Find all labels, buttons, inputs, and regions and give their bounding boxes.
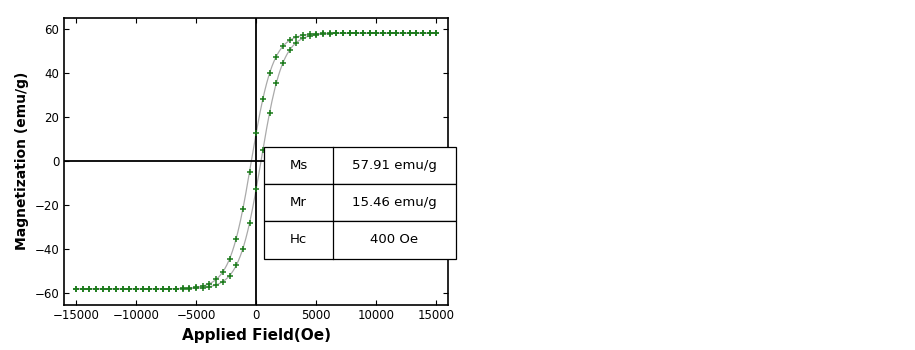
Text: 57.91 emu/g: 57.91 emu/g [352,159,437,172]
Text: Hc: Hc [290,233,307,246]
Text: Ms: Ms [289,159,307,172]
Y-axis label: Magnetization (emu/g): Magnetization (emu/g) [15,72,29,250]
Bar [264,221,456,259]
X-axis label: Applied Field(Oe): Applied Field(Oe) [182,328,330,343]
Text: 400 Oe: 400 Oe [371,233,418,246]
Bar [264,147,456,184]
Text: Mr: Mr [290,196,307,209]
Bar [264,184,456,221]
Text: 15.46 emu/g: 15.46 emu/g [352,196,437,209]
